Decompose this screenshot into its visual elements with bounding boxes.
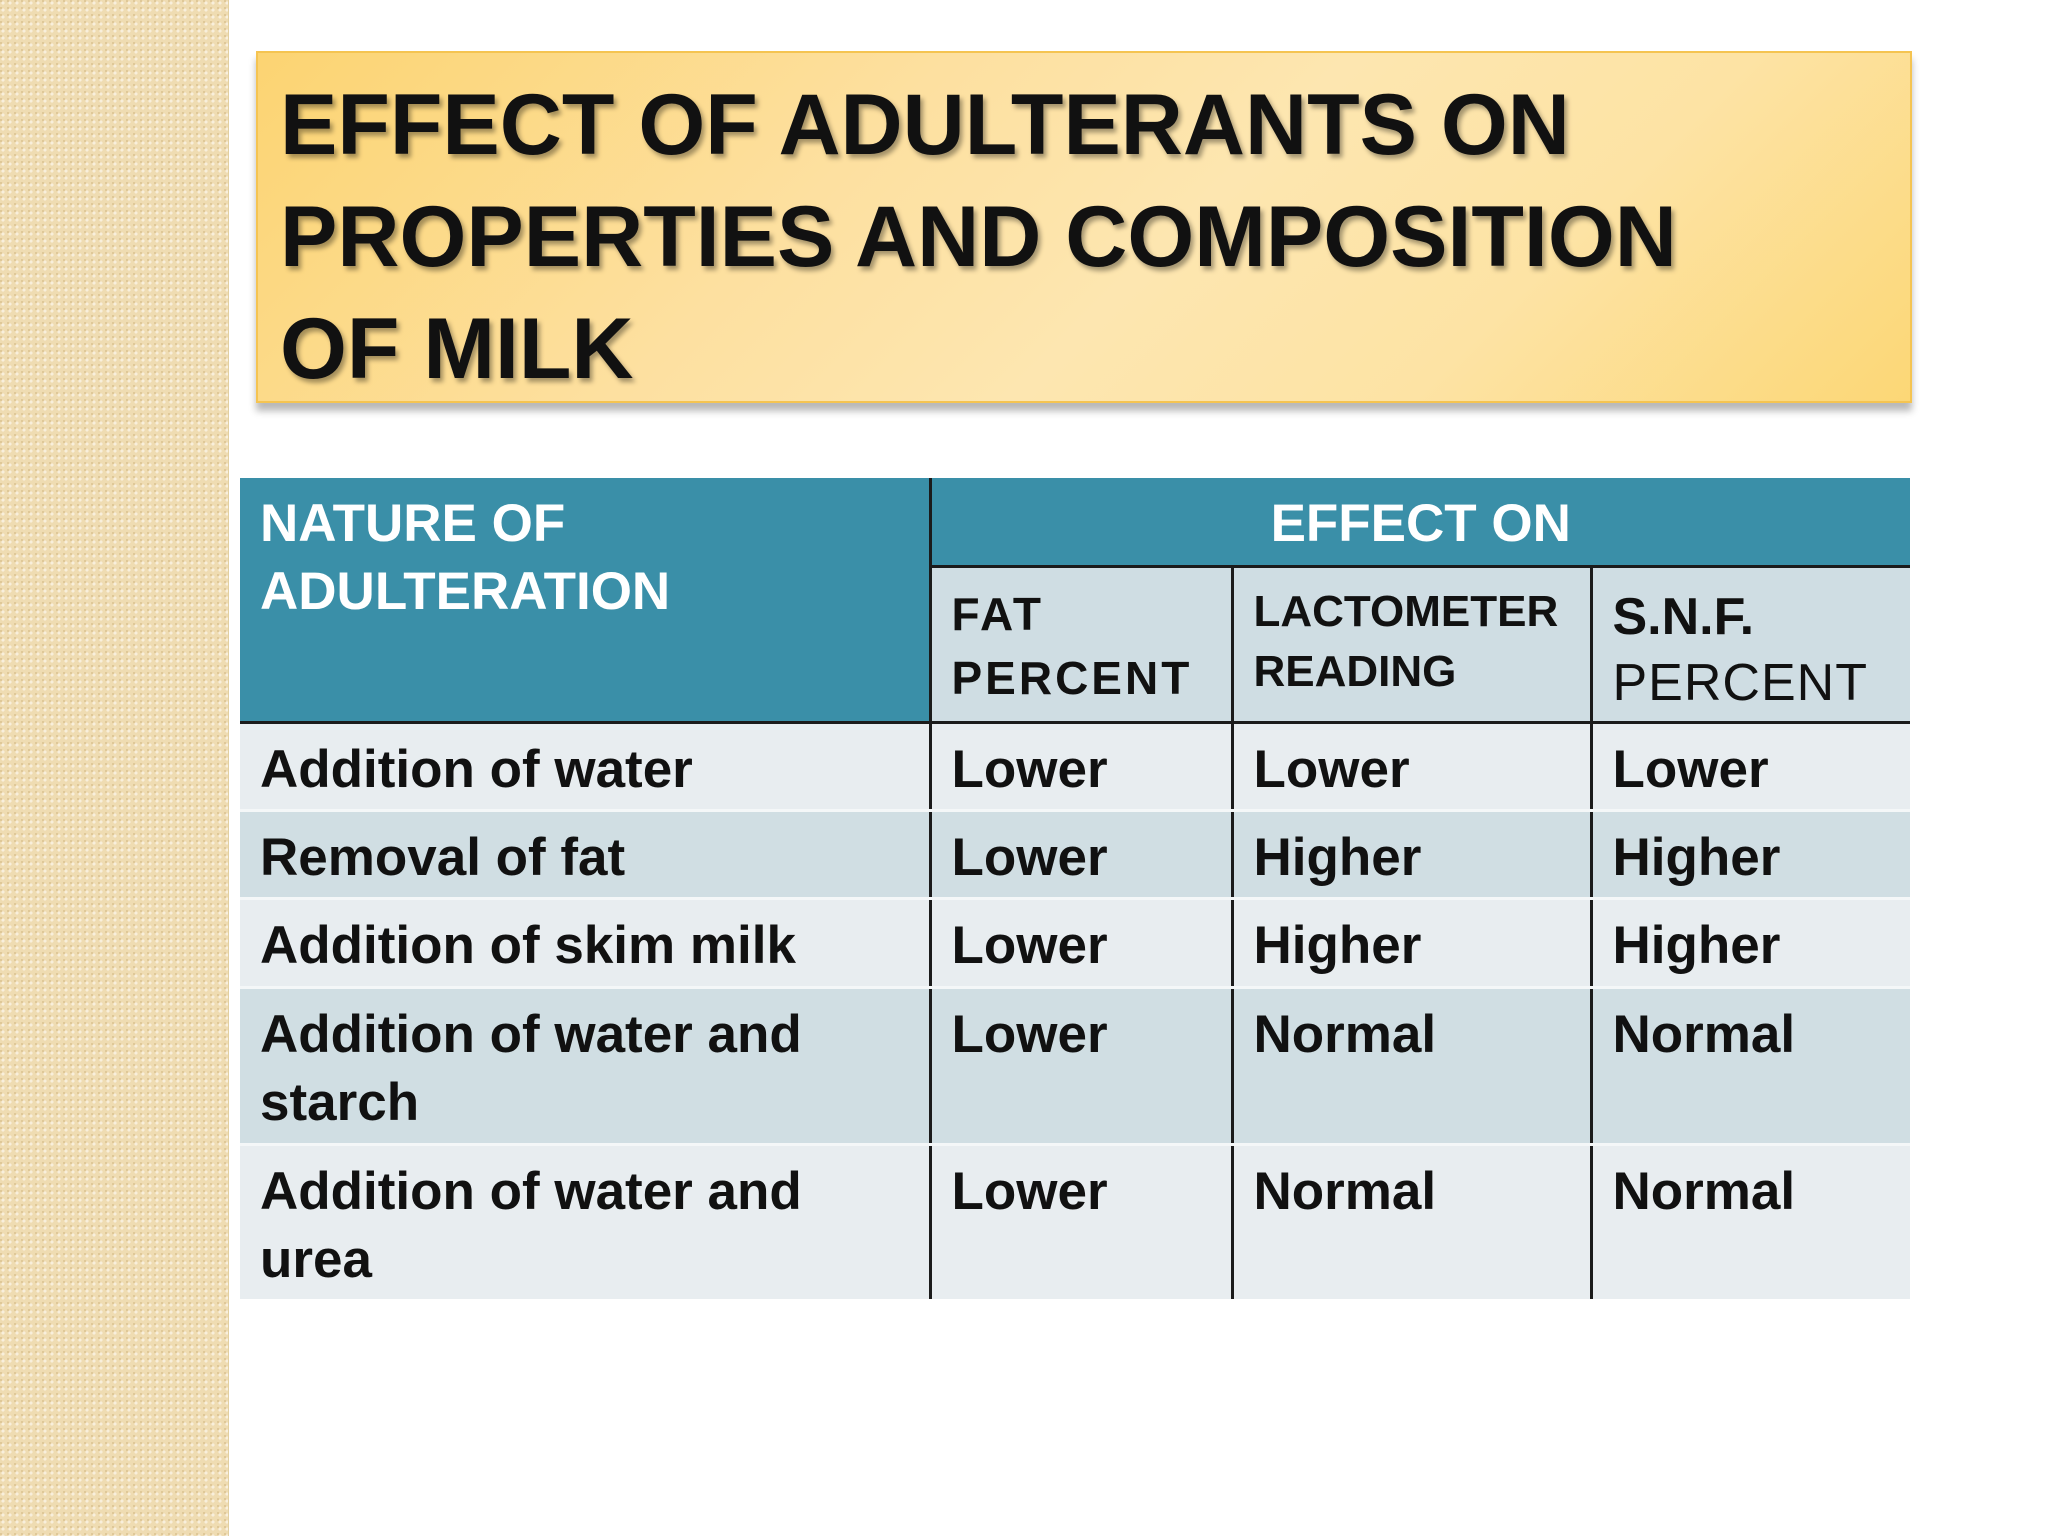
cell-nature: Addition of skim milk — [240, 898, 932, 989]
cell-fat: Lower — [930, 722, 1234, 812]
cell-nature: Addition of water — [240, 722, 932, 812]
table-row: Addition of water and starch Lower Norma… — [240, 987, 1910, 1146]
cell-nature: Removal of fat — [240, 810, 932, 900]
decorative-side-strip — [0, 0, 229, 1536]
cell-nature: Addition of water and urea — [240, 1144, 932, 1299]
header-effect-on: EFFECT ON — [930, 478, 1910, 568]
cell-lactometer: Normal — [1232, 987, 1593, 1146]
cell-snf: Normal — [1591, 1144, 1910, 1299]
header-snf-percent: S.N.F. PERCENT — [1591, 566, 1910, 724]
title-banner: EFFECT OF ADULTERANTS ON PROPERTIES AND … — [256, 51, 1912, 403]
table-row: Addition of water Lower Lower Lower — [240, 722, 1910, 812]
cell-snf: Higher — [1591, 810, 1910, 900]
header-fat-percent: FAT PERCENT — [930, 566, 1234, 724]
table-row: Addition of skim milk Lower Higher Highe… — [240, 898, 1910, 989]
adulteration-effects-table: NATURE OF ADULTERATION EFFECT ON FAT PER… — [240, 478, 1910, 1299]
cell-snf: Lower — [1591, 722, 1910, 812]
header-nature-of-adulteration: NATURE OF ADULTERATION — [240, 478, 932, 724]
cell-lactometer: Higher — [1232, 810, 1593, 900]
cell-lactometer: Normal — [1232, 1144, 1593, 1299]
table-header-row: NATURE OF ADULTERATION EFFECT ON — [240, 478, 1910, 724]
cell-fat: Lower — [930, 987, 1234, 1146]
header-lactometer-reading: LACTOMETER READING — [1232, 566, 1593, 724]
title-line-1: EFFECT OF ADULTERANTS ON — [280, 77, 1570, 173]
cell-lactometer: Higher — [1232, 898, 1593, 989]
cell-fat: Lower — [930, 1144, 1234, 1299]
table-row: Removal of fat Lower Higher Higher — [240, 810, 1910, 900]
slide-title: EFFECT OF ADULTERANTS ON PROPERTIES AND … — [280, 69, 1880, 405]
cell-snf: Normal — [1591, 987, 1910, 1146]
cell-fat: Lower — [930, 898, 1234, 989]
cell-nature: Addition of water and starch — [240, 987, 932, 1146]
table-subheader-row: FAT PERCENT LACTOMETER READING S.N.F. PE… — [240, 566, 1910, 724]
cell-fat: Lower — [930, 810, 1234, 900]
cell-snf: Higher — [1591, 898, 1910, 989]
title-line-2: PROPERTIES AND COMPOSITION — [280, 189, 1677, 285]
table-row: Addition of water and urea Lower Normal … — [240, 1144, 1910, 1299]
title-line-3: OF MILK — [280, 301, 634, 397]
cell-lactometer: Lower — [1232, 722, 1593, 812]
